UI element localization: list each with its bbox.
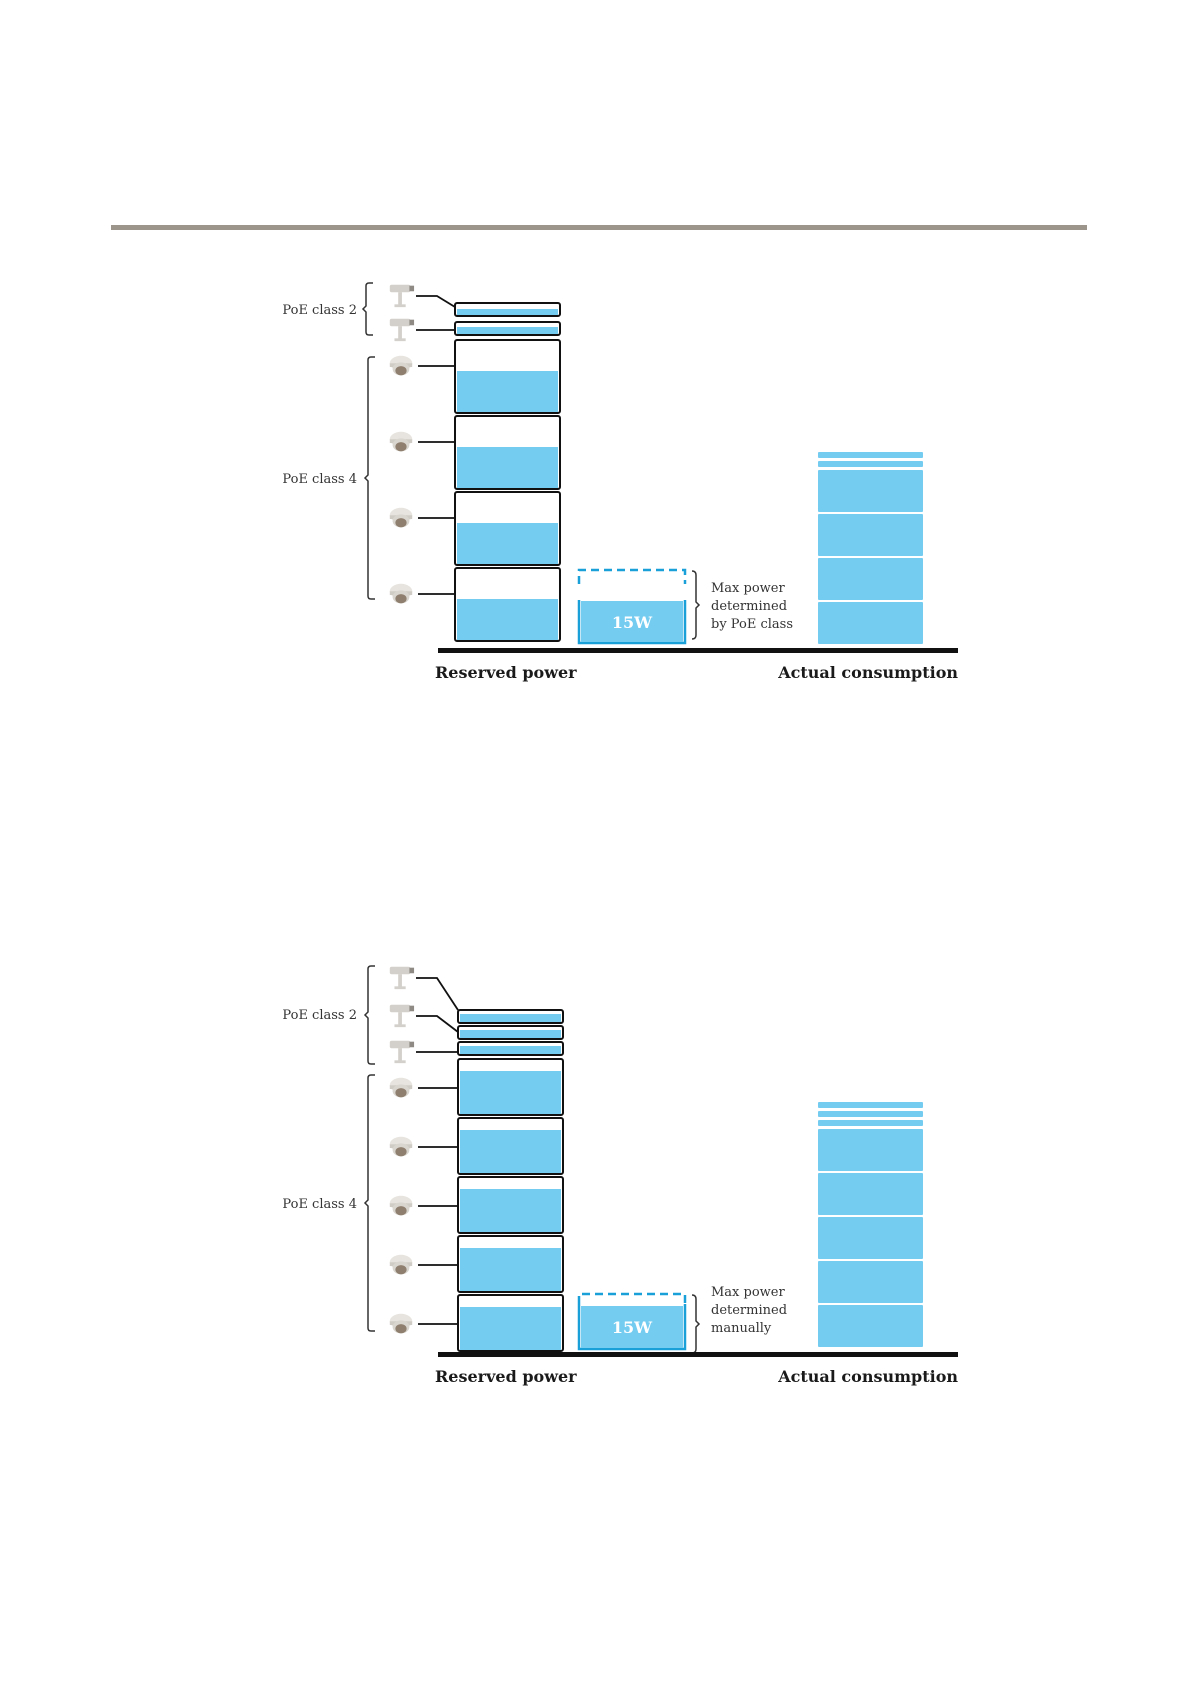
label-reserved-power: Reserved power (435, 663, 577, 682)
consumption-block (818, 1102, 923, 1108)
label-reserved-power: Reserved power (435, 1367, 577, 1386)
consumption-block (818, 1129, 923, 1171)
unallocated-watt-label: 15W (612, 613, 653, 632)
group-brace (363, 965, 375, 1065)
label-actual-consumption: Actual consumption (777, 1367, 958, 1386)
consumption-block (818, 558, 923, 600)
dome-camera-icon (389, 1254, 413, 1275)
dome-camera-icon (389, 583, 413, 604)
dome-camera-icon (389, 1313, 413, 1334)
group-label-poe-class-2: PoE class 2 (282, 303, 357, 318)
reserved-block (454, 302, 561, 317)
bullet-camera-icon (389, 966, 415, 990)
group-brace (363, 356, 375, 600)
note-line-2: determined (711, 599, 787, 614)
dome-camera-icon (389, 1195, 413, 1216)
poe-class-4-group: PoE class 4 (282, 1058, 564, 1352)
note-line-3: manually (711, 1321, 772, 1336)
reserved-block (457, 1041, 564, 1056)
connector-line (416, 1015, 459, 1033)
note-brace (691, 1294, 701, 1354)
unallocated-power-block: 15W (577, 1292, 687, 1351)
connector-line (416, 977, 459, 1011)
reserved-block (457, 1058, 564, 1116)
connector-line (416, 295, 456, 308)
dome-camera-icon (389, 507, 413, 528)
poe-class-2-group: PoE class 2 (282, 282, 561, 342)
consumption-block (818, 1173, 923, 1215)
dome-camera-icon (389, 431, 413, 452)
baseline (438, 648, 958, 653)
bullet-camera-icon (389, 1040, 415, 1064)
note-brace (691, 570, 701, 640)
consumption-block (818, 452, 923, 458)
group-brace (361, 282, 373, 336)
unallocated-watt-label: 15W (612, 1318, 653, 1337)
dome-camera-icon (389, 1136, 413, 1157)
note-line-1: Max power (711, 581, 785, 596)
bullet-camera-icon (389, 318, 415, 342)
actual-consumption-stack (818, 1102, 923, 1347)
note-line-1: Max power (711, 1285, 785, 1300)
reserved-block (457, 1294, 564, 1352)
consumption-block (818, 470, 923, 512)
reserved-block (457, 1235, 564, 1293)
group-brace (363, 1074, 375, 1332)
reserved-block (454, 415, 561, 490)
reserved-block (454, 339, 561, 414)
poe-manual-diagram: PoE class 2 PoE class 4 (282, 965, 958, 1386)
consumption-block (818, 1120, 923, 1126)
reserved-block (457, 1009, 564, 1024)
consumption-block (818, 602, 923, 644)
group-label-poe-class-4: PoE class 4 (282, 1197, 357, 1212)
baseline (438, 1352, 958, 1357)
reserved-block (454, 491, 561, 566)
consumption-block (818, 1111, 923, 1117)
poe-class-2-group: PoE class 2 (282, 965, 564, 1065)
group-label-poe-class-4: PoE class 4 (282, 472, 357, 487)
actual-consumption-stack (818, 452, 923, 644)
consumption-block (818, 1305, 923, 1347)
reserved-block (457, 1176, 564, 1234)
group-label-poe-class-2: PoE class 2 (282, 1008, 357, 1023)
poe-class-4-group: PoE class 4 (282, 339, 561, 642)
bullet-camera-icon (389, 284, 415, 308)
consumption-block (818, 1261, 923, 1303)
consumption-block (818, 461, 923, 467)
reserved-block (457, 1025, 564, 1040)
unallocated-power-block: 15W (577, 568, 687, 645)
bullet-camera-icon (389, 1004, 415, 1028)
note-line-3: by PoE class (711, 617, 793, 632)
consumption-block (818, 1217, 923, 1259)
top-rule (111, 225, 1087, 230)
dome-camera-icon (389, 355, 413, 376)
note-line-2: determined (711, 1303, 787, 1318)
poe-class-diagram: PoE class 2 PoE class 4 (282, 282, 958, 682)
reserved-block (454, 567, 561, 642)
reserved-block (457, 1117, 564, 1175)
label-actual-consumption: Actual consumption (777, 663, 958, 682)
reserved-block (454, 321, 561, 336)
dome-camera-icon (389, 1077, 413, 1098)
consumption-block (818, 514, 923, 556)
